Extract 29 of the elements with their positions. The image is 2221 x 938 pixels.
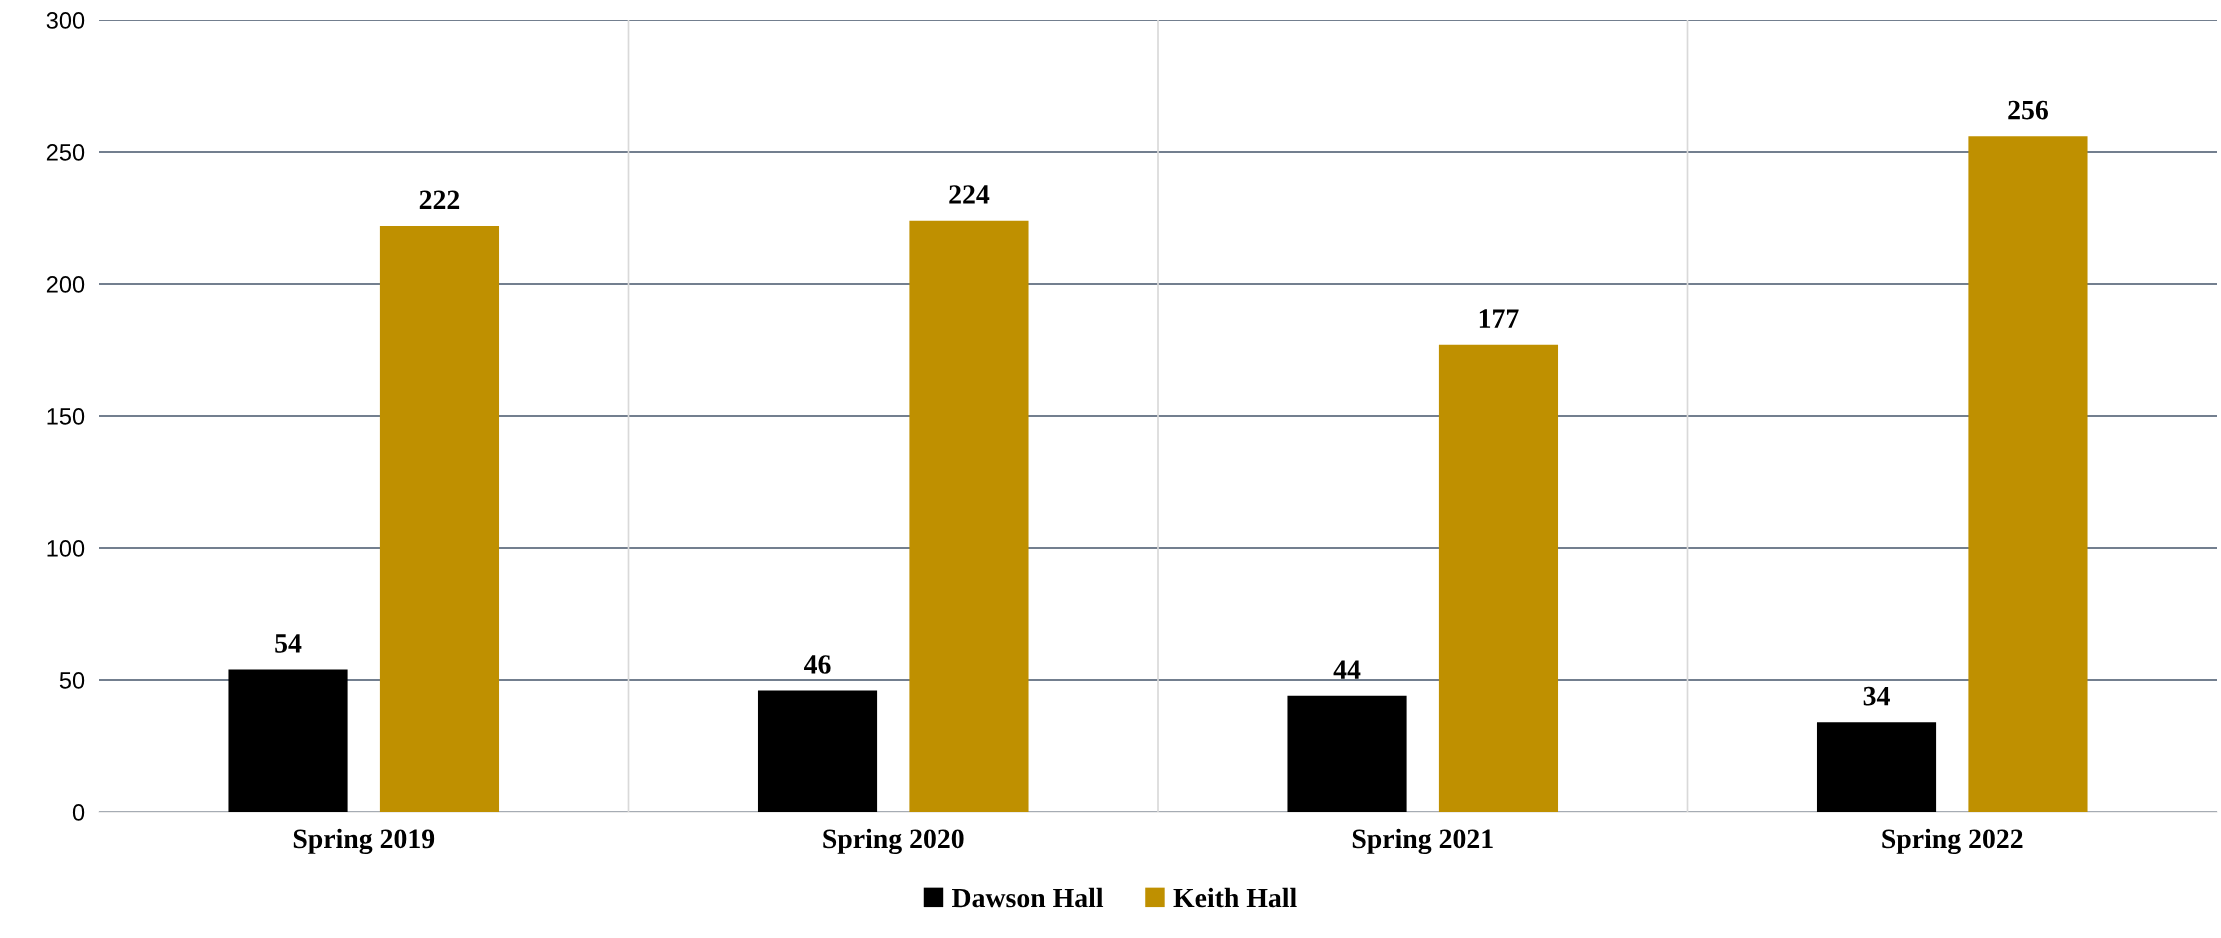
data-label: 222 (419, 190, 460, 209)
x-tick-label: Spring 2019 (293, 828, 435, 855)
y-tick-label: 50 (59, 672, 85, 689)
bar (1287, 695, 1407, 812)
legend-label: Keith Hall (1173, 887, 1297, 908)
y-tick-label: 200 (46, 276, 85, 293)
x-tick-label: Spring 2021 (1352, 828, 1493, 855)
bar (909, 220, 1029, 812)
bar (228, 669, 348, 812)
y-tick-label: 100 (47, 540, 85, 557)
data-label: 224 (949, 185, 990, 204)
data-label: 44 (1333, 660, 1361, 679)
y-tick-label: 0 (72, 804, 85, 821)
bar (757, 690, 878, 812)
y-tick-label: 300 (46, 12, 85, 29)
x-tick-label: Spring 2020 (823, 828, 964, 855)
y-tick-label: 250 (46, 144, 85, 161)
data-label: 177 (1479, 309, 1519, 328)
x-tick-label: Spring 2022 (1882, 828, 2023, 855)
bar (1816, 722, 1937, 812)
bar (1968, 136, 2088, 812)
legend-label: Dawson Hall (952, 887, 1104, 908)
bar (1438, 344, 1559, 812)
data-label: 256 (2008, 100, 2048, 120)
data-label: 46 (804, 655, 831, 674)
y-tick-label: 150 (47, 408, 85, 425)
bar (379, 225, 500, 812)
data-label: 54 (275, 634, 302, 653)
data-label: 34 (1863, 686, 1890, 706)
